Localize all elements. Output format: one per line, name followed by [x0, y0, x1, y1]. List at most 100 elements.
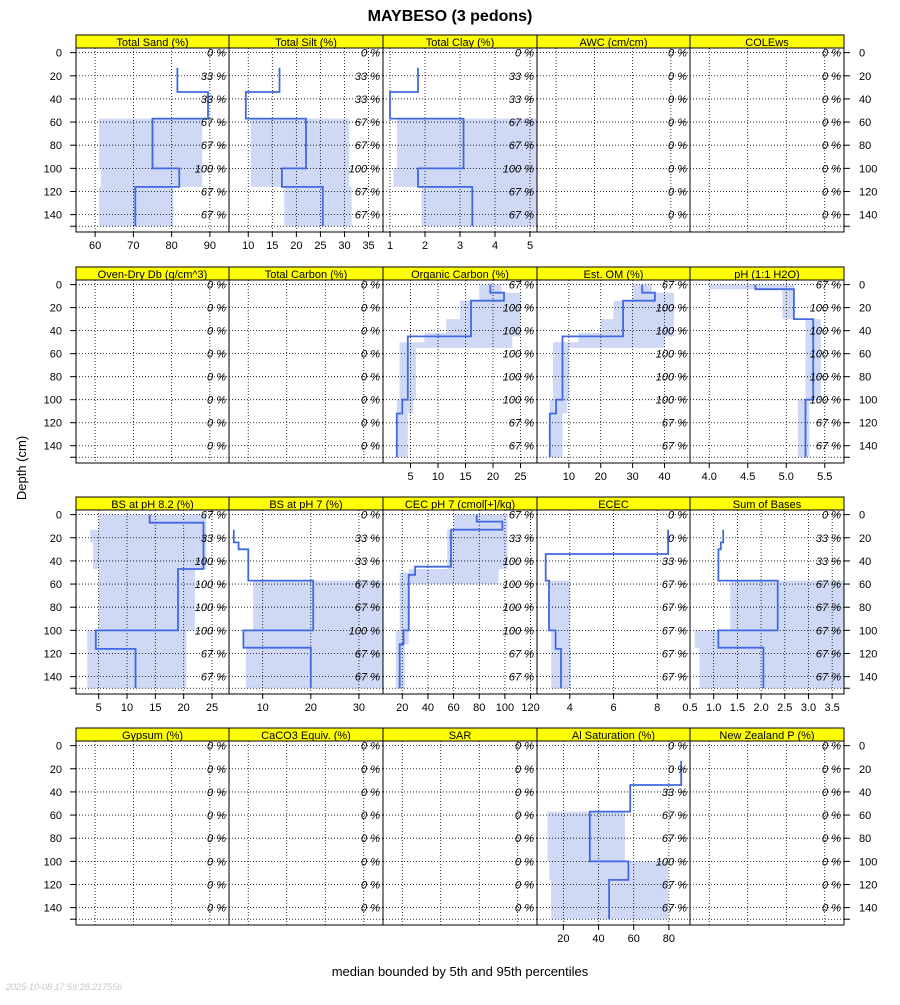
- x-axis-label: median bounded by 5th and 95th percentil…: [332, 964, 589, 979]
- y-tick-label: 80: [859, 602, 871, 614]
- percent-label: 0 %: [361, 856, 380, 868]
- x-tick-label: 15: [149, 702, 161, 714]
- x-tick-label: 10: [432, 471, 444, 483]
- percent-label: 67 %: [662, 602, 687, 614]
- percent-label: 67 %: [201, 140, 226, 152]
- x-tick-label: 80: [166, 240, 178, 252]
- percent-label: 100 %: [503, 579, 534, 591]
- percent-label: 0 %: [515, 787, 534, 799]
- percent-label: 0 %: [361, 810, 380, 822]
- y-tick-label: 80: [859, 140, 871, 152]
- percent-label: 67 %: [662, 418, 687, 430]
- percent-label: 0 %: [207, 395, 226, 407]
- percentile-band: [87, 514, 207, 689]
- y-tick-label: 100: [44, 856, 62, 868]
- percent-label: 0 %: [515, 764, 534, 776]
- percent-label: 100 %: [195, 625, 226, 637]
- percent-label: 67 %: [509, 648, 534, 660]
- panel-grid: [76, 741, 229, 925]
- percent-label: 0 %: [822, 764, 841, 776]
- percent-label: 67 %: [816, 280, 841, 292]
- percent-label: 33 %: [355, 556, 380, 568]
- x-tick-label: 20: [595, 471, 607, 483]
- y-tick-label: 100: [859, 856, 877, 868]
- y-tick-label: 0: [56, 741, 62, 753]
- percent-label: 33 %: [355, 94, 380, 106]
- panel: Sum of Bases 0 % 33 % 33 % 67 % 67 % 67 % 67 % 6…: [682, 496, 845, 714]
- x-tick-label: 5.0: [779, 471, 794, 483]
- panel-grid: [537, 510, 690, 694]
- panel-strip-label: Total Silt (%): [275, 37, 337, 49]
- percent-label: 0 %: [361, 349, 380, 361]
- percent-label: 100 %: [503, 303, 534, 315]
- percent-label: 33 %: [509, 94, 534, 106]
- y-tick-label: 140: [859, 210, 877, 222]
- percent-label: 67 %: [201, 186, 226, 198]
- y-tick-label: 40: [859, 787, 871, 799]
- y-tick-label: 80: [50, 602, 62, 614]
- y-tick-label: 0: [859, 510, 865, 522]
- percent-label: 0 %: [668, 117, 687, 129]
- median-line: [717, 529, 779, 689]
- panel-strip-label: New Zealand P (%): [719, 730, 814, 742]
- panel-grid: [229, 280, 383, 463]
- x-tick-label: 3.0: [801, 702, 816, 714]
- x-tick-label: 40: [658, 471, 670, 483]
- timestamp: 2025-10-08 17:59:28.217556: [5, 982, 122, 992]
- percent-label: 67 %: [355, 602, 380, 614]
- panel-border: [689, 47, 845, 233]
- percent-label: 67 %: [662, 810, 687, 822]
- panel: CEC pH 7 (cmol[+]/kg)67 %33 %100 %100 %1…: [382, 496, 540, 714]
- x-tick-label: 20: [305, 702, 317, 714]
- panel-border: [382, 740, 538, 926]
- panel-strip-label: AWC (cm/cm): [579, 37, 647, 49]
- percent-label: 0 %: [822, 787, 841, 799]
- percent-label: 33 %: [816, 556, 841, 568]
- panel: ECEC 0 % 0 % 33 % 67 % 67 % 67 % 67 % 67 % 4 6 8: [536, 496, 691, 714]
- y-tick-label: 120: [859, 879, 877, 891]
- panel: BS at pH 8.2 (%) 67 % 33 % 100 % 100 % 100 % 1…: [75, 496, 230, 714]
- percent-label: 67 %: [201, 648, 226, 660]
- panel-grid: [76, 280, 229, 463]
- x-tick-label: 10: [242, 240, 254, 252]
- panel-grid: [537, 48, 690, 232]
- panel-grid: [537, 280, 690, 463]
- percent-label: 100 %: [810, 303, 841, 315]
- percent-label: 0 %: [668, 741, 687, 753]
- y-tick-label: 140: [859, 441, 877, 453]
- percentile-band: [547, 580, 571, 689]
- percent-label: 67 %: [662, 903, 687, 915]
- percent-label: 67 %: [509, 140, 534, 152]
- y-tick-label: 140: [44, 672, 62, 684]
- median-line: [588, 760, 683, 920]
- percent-label: 0 %: [207, 741, 226, 753]
- percent-label: 67 %: [662, 625, 687, 637]
- percent-label: 0 %: [822, 879, 841, 891]
- panel-grid: [76, 510, 229, 694]
- percent-label: 33 %: [355, 533, 380, 545]
- percent-label: 0 %: [207, 418, 226, 430]
- y-tick-label: 60: [859, 349, 871, 361]
- x-tick-label: 5.5: [817, 471, 832, 483]
- median-line: [244, 67, 324, 227]
- y-tick-label: 60: [50, 349, 62, 361]
- y-tick-label: 120: [44, 879, 62, 891]
- percent-label: 0 %: [207, 303, 226, 315]
- x-tick-label: 40: [592, 933, 604, 945]
- percent-label: 33 %: [355, 71, 380, 83]
- panel-border: [689, 740, 845, 926]
- panel: Gypsum (%) 0 % 0 % 0 % 0 % 0 % 0 % 0 % 0 %: [75, 727, 230, 926]
- panel: SAR 0 % 0 % 0 % 0 % 0 % 0 % 0 % 0 %: [382, 727, 538, 926]
- percent-label: 0 %: [668, 94, 687, 106]
- panel-strip-label: CEC pH 7 (cmol[+]/kg): [405, 499, 515, 511]
- y-tick-label: 60: [50, 810, 62, 822]
- percent-label: 100 %: [810, 326, 841, 338]
- y-tick-label: 120: [44, 186, 62, 198]
- percent-label: 0 %: [207, 280, 226, 292]
- y-tick-label: 0: [56, 510, 62, 522]
- percent-label: 0 %: [515, 741, 534, 753]
- x-tick-label: 40: [422, 702, 434, 714]
- y-tick-label: 0: [859, 48, 865, 60]
- percent-label: 100 %: [810, 395, 841, 407]
